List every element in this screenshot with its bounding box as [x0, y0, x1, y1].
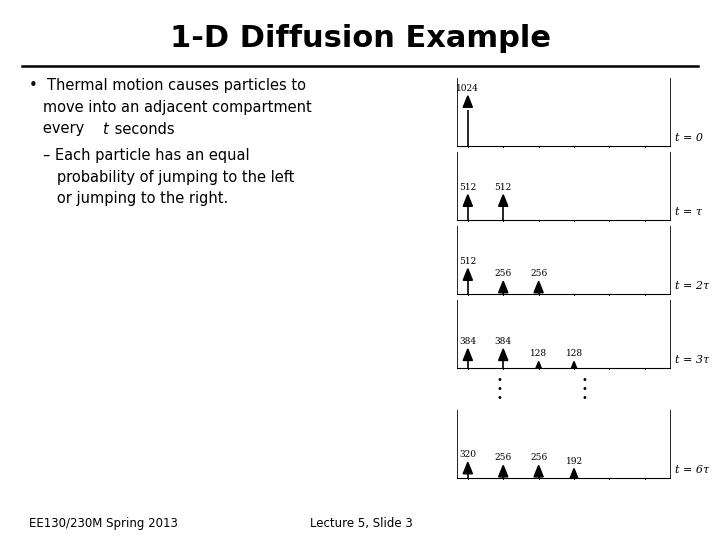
Text: •: •: [497, 384, 503, 394]
Text: Lecture 5, Slide 3: Lecture 5, Slide 3: [310, 517, 413, 530]
Text: 256: 256: [530, 269, 547, 278]
Polygon shape: [499, 465, 508, 477]
Polygon shape: [534, 361, 543, 373]
Text: 384: 384: [459, 337, 477, 346]
Text: 1024: 1024: [456, 84, 480, 93]
Text: •  Thermal motion causes particles to: • Thermal motion causes particles to: [29, 78, 306, 93]
Text: t = 2τ: t = 2τ: [675, 281, 709, 291]
Text: t = 3τ: t = 3τ: [675, 355, 709, 365]
Text: 128: 128: [530, 349, 547, 359]
Text: move into an adjacent compartment: move into an adjacent compartment: [29, 100, 312, 115]
Polygon shape: [570, 361, 579, 373]
Text: 256: 256: [495, 454, 512, 462]
Text: t = 0: t = 0: [675, 133, 703, 143]
Text: t: t: [102, 122, 108, 137]
Text: t = τ: t = τ: [675, 207, 703, 217]
Text: 192: 192: [565, 456, 582, 465]
Polygon shape: [499, 195, 508, 206]
Text: •: •: [582, 384, 588, 394]
Text: EE130/230M Spring 2013: EE130/230M Spring 2013: [29, 517, 178, 530]
Text: 320: 320: [459, 450, 477, 460]
Text: 128: 128: [565, 349, 582, 359]
Text: •: •: [497, 393, 503, 403]
Text: or jumping to the right.: or jumping to the right.: [43, 191, 228, 206]
Polygon shape: [534, 281, 543, 293]
Text: •: •: [582, 375, 588, 385]
Text: 512: 512: [495, 183, 512, 192]
Text: 512: 512: [459, 183, 477, 192]
Polygon shape: [499, 349, 508, 361]
Polygon shape: [463, 195, 472, 206]
Text: seconds: seconds: [110, 122, 175, 137]
Text: 512: 512: [459, 256, 477, 266]
Text: •: •: [497, 375, 503, 385]
Polygon shape: [463, 349, 472, 361]
Text: t = 6τ: t = 6τ: [675, 465, 709, 475]
Text: •: •: [582, 393, 588, 403]
Text: – Each particle has an equal: – Each particle has an equal: [43, 148, 250, 163]
Polygon shape: [463, 96, 472, 107]
Polygon shape: [534, 465, 543, 477]
Polygon shape: [499, 281, 508, 293]
Text: 256: 256: [530, 454, 547, 462]
Text: every: every: [29, 122, 89, 137]
Text: 256: 256: [495, 269, 512, 278]
Text: 384: 384: [495, 337, 512, 346]
Text: probability of jumping to the left: probability of jumping to the left: [43, 170, 294, 185]
Polygon shape: [463, 462, 472, 474]
Polygon shape: [570, 469, 579, 480]
Polygon shape: [463, 269, 472, 280]
Text: 1-D Diffusion Example: 1-D Diffusion Example: [169, 24, 551, 53]
